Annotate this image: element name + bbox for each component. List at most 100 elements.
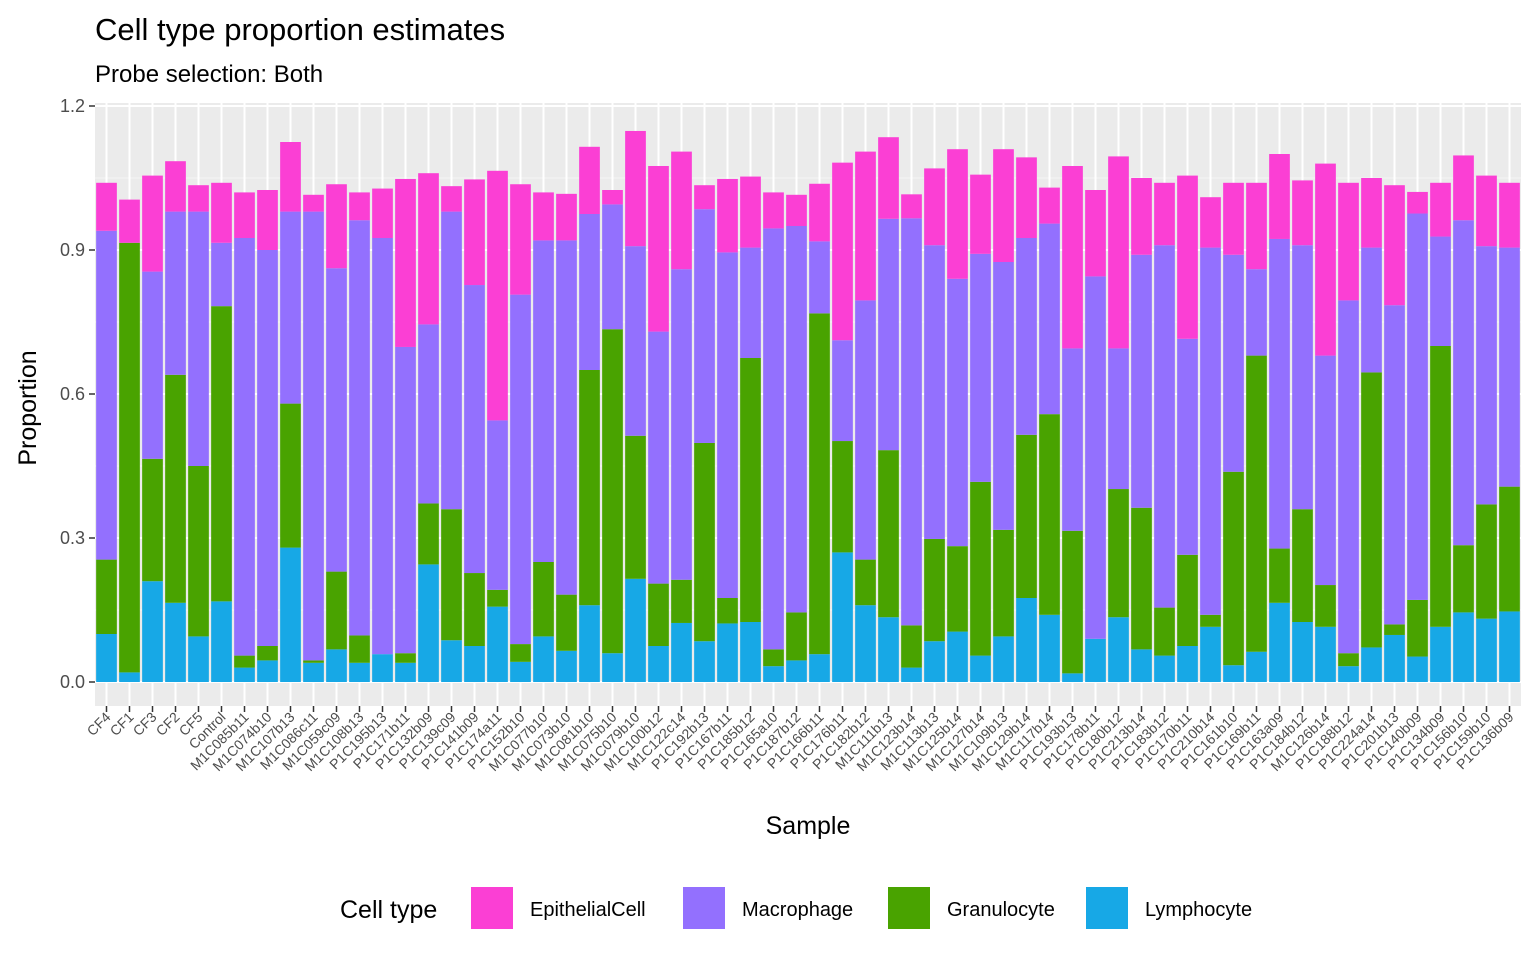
bar-segment-lymphocyte xyxy=(1223,665,1244,682)
bar-segment-lymphocyte xyxy=(372,654,393,682)
bar-segment-macrophage xyxy=(717,252,738,598)
bar-segment-macrophage xyxy=(1223,254,1244,472)
bar-segment-macrophage xyxy=(487,420,508,590)
bar-segment-epithelialcell xyxy=(1407,191,1428,214)
bar-segment-epithelialcell xyxy=(234,192,255,238)
bar-segment-macrophage xyxy=(1338,300,1359,654)
bar-segment-granulocyte xyxy=(1338,653,1359,667)
bar-segment-epithelialcell xyxy=(1039,187,1060,224)
bar-segment-granulocyte xyxy=(257,646,278,661)
bar-segment-lymphocyte xyxy=(1154,655,1175,682)
bar-segment-granulocyte xyxy=(418,503,439,565)
bar-segment-epithelialcell xyxy=(924,168,945,246)
bar-segment-macrophage xyxy=(924,245,945,539)
bar-segment-lymphocyte xyxy=(1062,673,1083,682)
bar-segment-granulocyte xyxy=(1430,346,1451,627)
y-tick-label: 0.6 xyxy=(60,384,85,404)
bar-segment-granulocyte xyxy=(1453,545,1474,613)
bar-segment-lymphocyte xyxy=(671,622,692,682)
bar-segment-macrophage xyxy=(372,238,393,655)
bar-segment-epithelialcell xyxy=(602,190,623,205)
bar-segment-epithelialcell xyxy=(395,178,416,347)
bar-segment-granulocyte xyxy=(1200,614,1221,627)
bar-segment-epithelialcell xyxy=(441,186,462,212)
chart-title: Cell type proportion estimates xyxy=(95,12,505,47)
bars xyxy=(96,130,1520,682)
bar-segment-macrophage xyxy=(418,324,439,504)
bar-segment-granulocyte xyxy=(1384,624,1405,635)
bar-segment-epithelialcell xyxy=(1016,157,1037,238)
bar-segment-epithelialcell xyxy=(556,193,577,241)
bar-segment-lymphocyte xyxy=(1499,611,1520,682)
bar-segment-granulocyte xyxy=(901,625,922,668)
bar-segment-lymphocyte xyxy=(1177,646,1198,682)
bar-segment-epithelialcell xyxy=(740,176,761,248)
bar-segment-macrophage xyxy=(1177,338,1198,555)
bar-segment-granulocyte xyxy=(1154,607,1175,656)
bar-segment-epithelialcell xyxy=(1062,166,1083,349)
bar-segment-epithelialcell xyxy=(1223,182,1244,255)
bar-segment-macrophage xyxy=(1108,348,1129,490)
bar-segment-granulocyte xyxy=(1246,355,1267,652)
bar-segment-lymphocyte xyxy=(809,654,830,682)
bar-segment-granulocyte xyxy=(648,583,669,646)
bar-segment-granulocyte xyxy=(326,571,347,650)
bar-segment-epithelialcell xyxy=(878,137,899,219)
bar-segment-macrophage xyxy=(947,278,968,547)
bar-segment-macrophage xyxy=(280,211,301,404)
bar-segment-epithelialcell xyxy=(1269,154,1290,239)
bar-segment-macrophage xyxy=(878,218,899,451)
bar-segment-granulocyte xyxy=(671,579,692,623)
bar-segment-granulocyte xyxy=(1131,507,1152,650)
bar-segment-lymphocyte xyxy=(855,605,876,682)
bar-segment-lymphocyte xyxy=(1338,666,1359,682)
bar-segment-epithelialcell xyxy=(142,175,163,272)
bar-segment-granulocyte xyxy=(1476,504,1497,619)
bar-segment-lymphocyte xyxy=(349,662,370,682)
bar-segment-epithelialcell xyxy=(349,192,370,221)
bar-segment-granulocyte xyxy=(188,466,209,637)
bar-segment-granulocyte xyxy=(1016,434,1037,598)
bar-segment-epithelialcell xyxy=(993,149,1014,262)
bar-segment-epithelialcell xyxy=(1499,182,1520,248)
bar-segment-lymphocyte xyxy=(625,578,646,682)
bar-segment-lymphocyte xyxy=(303,662,324,682)
bar-segment-granulocyte xyxy=(556,594,577,651)
bar-segment-lymphocyte xyxy=(1407,656,1428,682)
bar-segment-macrophage xyxy=(740,247,761,358)
bar-segment-macrophage xyxy=(970,253,991,482)
legend-swatch-granulocyte xyxy=(888,887,930,929)
bar-segment-epithelialcell xyxy=(970,174,991,254)
bar-segment-granulocyte xyxy=(280,403,301,548)
bar-segment-lymphocyte xyxy=(763,666,784,682)
bar-segment-granulocyte xyxy=(1108,489,1129,618)
bar-segment-macrophage xyxy=(1039,223,1060,415)
bar-segment-epithelialcell xyxy=(257,190,278,250)
bar-segment-macrophage xyxy=(1361,247,1382,373)
bar-segment-epithelialcell xyxy=(947,149,968,279)
legend-swatch-lymphocyte xyxy=(1086,887,1128,929)
y-axis-title: Proportion xyxy=(14,350,42,465)
bar-segment-macrophage xyxy=(96,230,117,560)
legend-label-macrophage: Macrophage xyxy=(742,899,853,921)
bar-segment-granulocyte xyxy=(1039,414,1060,615)
bar-segment-granulocyte xyxy=(303,660,324,663)
bar-segment-lymphocyte xyxy=(119,672,140,682)
bar-segment-macrophage xyxy=(625,246,646,436)
bar-segment-macrophage xyxy=(1453,220,1474,546)
y-axis: 0.0 0.3 0.6 0.9 1.2 xyxy=(60,96,95,692)
y-tick-label: 0.9 xyxy=(60,240,85,260)
bar-segment-macrophage xyxy=(1062,348,1083,531)
bar-segment-macrophage xyxy=(510,294,531,645)
chart-subtitle: Probe selection: Both xyxy=(95,61,323,88)
bar-segment-granulocyte xyxy=(878,450,899,618)
bar-segment-granulocyte xyxy=(510,644,531,662)
bar-segment-granulocyte xyxy=(1407,599,1428,657)
bar-segment-macrophage xyxy=(234,238,255,656)
bar-segment-macrophage xyxy=(1154,245,1175,608)
bar-segment-macrophage xyxy=(1269,238,1290,549)
bar-segment-epithelialcell xyxy=(188,185,209,212)
bar-segment-granulocyte xyxy=(1361,372,1382,648)
legend-title: Cell type xyxy=(340,896,437,924)
bar-segment-granulocyte xyxy=(993,529,1014,637)
